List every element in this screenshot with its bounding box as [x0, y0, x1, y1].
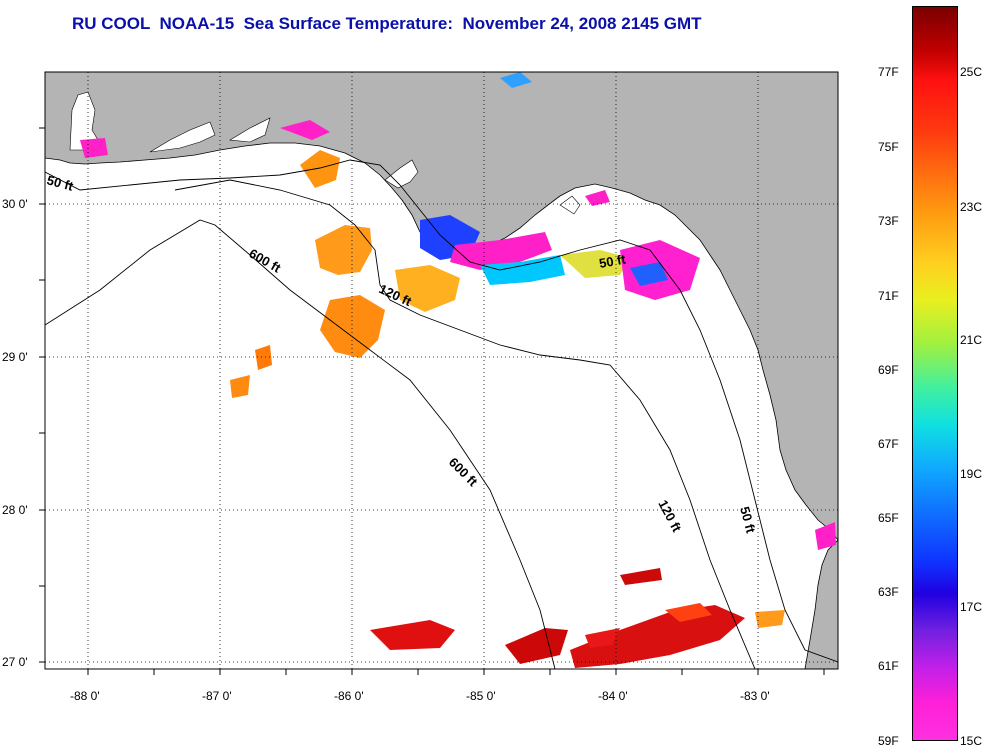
map-title: RU COOL NOAA-15 Sea Surface Temperature:… [72, 14, 702, 33]
lat-label: 30 0' [2, 197, 28, 211]
land-mass [45, 72, 838, 541]
lon-label: -85 0' [466, 689, 496, 703]
colorbar-f-label: 73F [878, 214, 899, 228]
lon-label: -84 0' [598, 689, 628, 703]
colorbar-c-label: 25C [960, 65, 983, 79]
colorbar-c-label: 21C [960, 333, 983, 347]
colorbar-f-label: 59F [878, 734, 899, 748]
colorbar-f-label: 67F [878, 437, 899, 451]
colorbar-f-label: 63F [878, 585, 899, 599]
lat-label: 28 0' [2, 503, 28, 517]
land-mass [804, 539, 838, 669]
lon-label: -87 0' [202, 689, 232, 703]
graticule [45, 72, 838, 669]
bay-water [559, 195, 581, 215]
lon-label: -83 0' [740, 689, 770, 703]
colorbar-f-label: 75F [878, 140, 899, 154]
axis-ticks [39, 127, 825, 675]
colorbar-f-label: 69F [878, 363, 899, 377]
colorbar-c-label: 19C [960, 467, 983, 481]
depth-label: 50 ft [598, 251, 628, 271]
bay-water [229, 117, 271, 143]
lon-label: -88 0' [70, 689, 100, 703]
colorbar-c-label: 23C [960, 200, 983, 214]
colorbar-f-label: 61F [878, 659, 899, 673]
colorbar-f-label: 65F [878, 511, 899, 525]
lat-label: 29 0' [2, 350, 28, 364]
depth-contour-lines [45, 159, 838, 669]
bay-water [384, 159, 419, 189]
bay-water [149, 121, 216, 153]
colorbar-c-label: 17C [960, 600, 983, 614]
depth-label: 50 ft [737, 505, 759, 535]
lat-label: 27 0' [2, 655, 28, 669]
depth-label: 50 ft [45, 172, 75, 194]
temperature-colorbar [912, 6, 958, 741]
plot-frame [44, 71, 839, 670]
lon-label: -86 0' [334, 689, 364, 703]
colorbar-c-label: 15C [960, 734, 983, 748]
colorbar-f-label: 77F [878, 65, 899, 79]
sst-data [80, 72, 836, 668]
colorbar-f-label: 71F [878, 289, 899, 303]
